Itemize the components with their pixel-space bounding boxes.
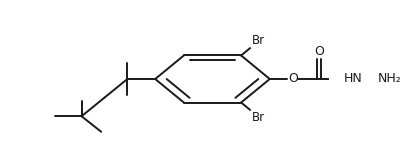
Text: O: O	[288, 73, 298, 85]
Text: Br: Br	[252, 34, 265, 47]
Text: O: O	[314, 45, 324, 58]
Text: NH₂: NH₂	[378, 73, 400, 85]
Text: Br: Br	[252, 111, 265, 124]
Text: HN: HN	[344, 73, 362, 85]
